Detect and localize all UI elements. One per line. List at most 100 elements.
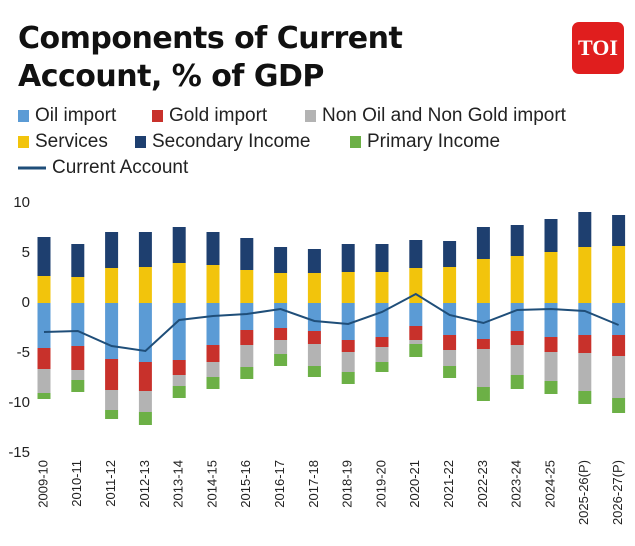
bar-segment [341,272,355,303]
bar-segment [375,303,389,337]
x-tick-label: 2014-15 [204,460,219,508]
bar-segment [612,215,626,246]
bar-segment [510,225,524,256]
bar-segment [375,347,389,362]
bar-segment [206,265,220,303]
bar-segment [409,268,423,303]
bar-segment [172,303,186,360]
x-tick-label: 2026-27(P) [610,460,625,525]
bar-segment [544,219,558,252]
bar-segment [476,227,490,259]
bar-segment [274,328,288,340]
x-tick-label: 2025-26(P) [576,460,591,525]
bar-segment [240,270,254,303]
bar-segment [375,337,389,347]
bar-segment [138,391,152,412]
bar-segment [71,303,85,346]
bar-segment [307,303,321,331]
bar-segment [138,267,152,303]
bar-segment [612,303,626,335]
legend-swatch [135,136,146,148]
bar-segment [476,339,490,349]
bar-segment [578,335,592,353]
y-tick-label: 10 [13,194,30,211]
bar-segment [578,391,592,404]
bar-segment [274,273,288,303]
bar-segment [443,241,457,267]
bar-segment [71,277,85,303]
bar-segment [240,345,254,367]
bar-segment [612,246,626,303]
bar-segment [172,386,186,398]
bar-segment [409,240,423,268]
bar-segment [206,377,220,389]
legend-swatch [18,110,29,122]
bar-segment [206,362,220,377]
x-tick-label: 2022-23 [475,460,490,508]
bar-segment [307,331,321,344]
bar-segment [37,303,51,348]
bar-segment [443,366,457,378]
bar-segment [544,381,558,394]
chart-title: Components of Current Account, % of GDP [18,21,403,94]
bar-segment [274,340,288,354]
bar-segment [578,212,592,247]
bar-segment [240,303,254,330]
x-tick-label: 2015-16 [238,460,253,508]
bar-segment [341,372,355,384]
bar-segment [341,340,355,352]
y-tick-label: -5 [17,344,30,361]
bar-segment [612,335,626,356]
x-tick-label: 2010-11 [69,460,84,507]
bar-segment [375,362,389,372]
bar-segment [510,303,524,331]
logo: TOI [572,22,624,74]
bar-segment [105,410,119,419]
bar-segment [510,256,524,303]
bar-segment [105,268,119,303]
legend-label: Services [35,131,108,152]
bar-segment [71,346,85,370]
bar-segment [612,356,626,398]
bar-segment [443,335,457,350]
bar-segment [341,244,355,272]
y-tick-label: 0 [22,294,30,311]
x-tick-label: 2012-13 [137,460,152,508]
bar-segment [307,344,321,366]
x-tick-label: 2009-10 [35,460,50,508]
bar-segment [612,398,626,413]
bar-segment [544,337,558,352]
x-tick-label: 2021-22 [441,460,456,508]
x-tick-label: 2023-24 [509,460,524,508]
bar-segment [138,412,152,425]
x-tick-label: 2017-18 [306,460,321,508]
bar-segment [409,326,423,340]
bar-segment [105,303,119,359]
bar-segment [443,267,457,303]
bar-segment [105,359,119,390]
bar-segment [443,303,457,335]
legend-swatch [305,110,316,122]
bar-segment [240,330,254,345]
bar-segment [409,303,423,326]
bar-segment [443,350,457,366]
bar-segment [375,272,389,303]
y-tick-label: -10 [8,394,30,411]
bar-segment [138,232,152,267]
bar-segment [274,303,288,328]
bar-segment [307,249,321,273]
y-tick-label: -15 [8,444,30,461]
bar-segment [138,303,152,362]
bar-segment [409,340,423,344]
bar-segment [37,348,51,369]
bar-segment [578,247,592,303]
bar-segment [172,360,186,375]
legend-label: Secondary Income [152,131,310,152]
bar-segment [172,375,186,386]
bar-segment [476,349,490,387]
bar-segment [476,259,490,303]
bar-segment [206,345,220,362]
bar-segment [37,237,51,276]
